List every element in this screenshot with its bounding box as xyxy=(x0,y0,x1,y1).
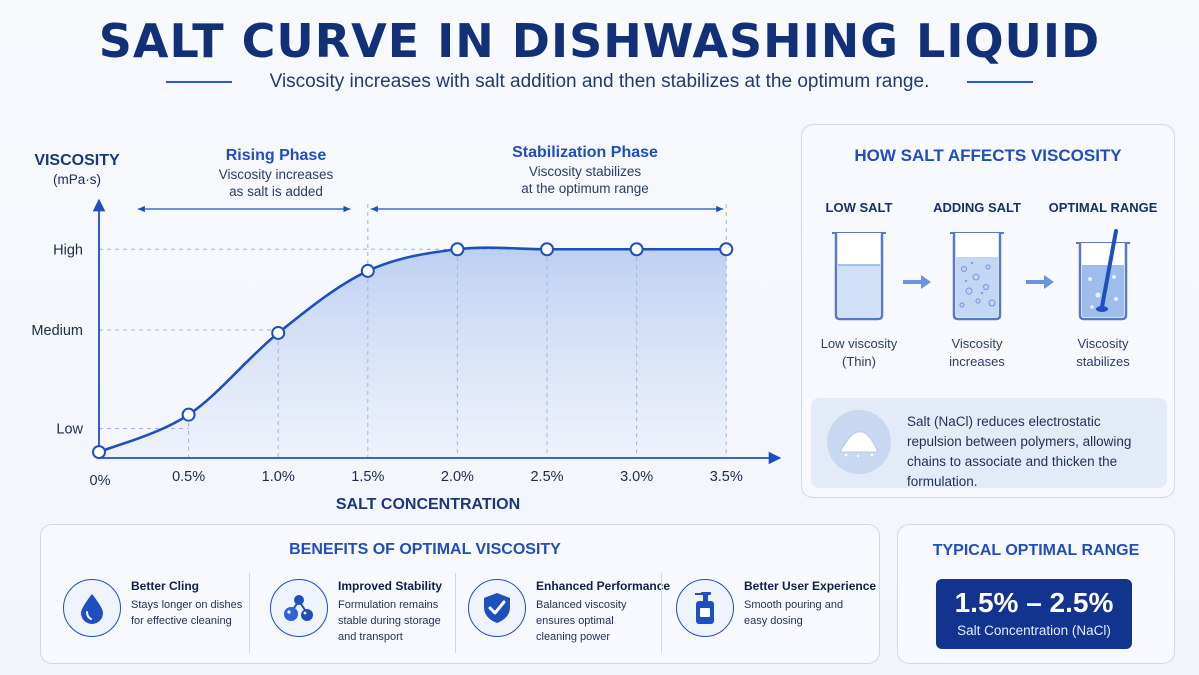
data-point xyxy=(92,445,106,460)
curve-line xyxy=(98,246,727,454)
salt-pile-icon xyxy=(827,410,891,474)
data-point xyxy=(271,325,286,340)
stage-low-salt: LOW SALT Low viscosity (Thin) xyxy=(804,200,914,371)
arrow-right-icon xyxy=(1026,275,1054,289)
stage-caption-line: (Thin) xyxy=(842,354,876,369)
beaker-thin-icon xyxy=(804,229,914,321)
optimal-range-title: TYPICAL OPTIMAL RANGE xyxy=(932,542,1140,559)
benefit-text: Smooth pouring and easy dosing xyxy=(744,599,844,627)
pump-bottle-icon xyxy=(676,579,734,637)
subtitle-row: Viscosity increases with salt addition a… xyxy=(0,68,1199,96)
stage-heading: LOW SALT xyxy=(825,200,893,215)
data-point xyxy=(719,242,734,257)
benefit-divider xyxy=(455,573,456,653)
droplet-icon xyxy=(63,579,121,637)
stage-heading: OPTIMAL RANGE xyxy=(1048,200,1158,215)
y-tick-label: Medium xyxy=(31,323,83,339)
stage-caption: Viscosity increases xyxy=(922,335,1032,371)
how-salt-title: HOW SALT AFFECTS VISCOSITY xyxy=(854,146,1122,165)
page-title: SALT CURVE IN DISHWASHING LIQUID xyxy=(98,14,1101,68)
benefit-heading: Better Cling xyxy=(131,579,200,593)
benefit-heading: Improved Stability xyxy=(338,579,443,593)
data-point xyxy=(629,242,644,257)
data-point xyxy=(360,263,375,278)
salt-explanation-text: Salt (NaCl) reduces electrostatic repuls… xyxy=(907,414,1132,489)
y-axis-title: VISCOSITY xyxy=(34,152,120,169)
y-axis-unit: (mPa·s) xyxy=(53,172,101,187)
curve-area-fill xyxy=(99,247,727,458)
shield-check-icon xyxy=(468,579,526,637)
benefit-heading: Enhanced Performance xyxy=(536,579,671,593)
stage-caption-line: Low viscosity xyxy=(820,336,898,351)
benefit-text: Balanced viscosity ensures optimal clean… xyxy=(536,599,627,643)
benefits-panel: BENEFITS OF OPTIMAL VISCOSITY Better Cli… xyxy=(40,524,880,664)
arrow-right-icon xyxy=(903,275,931,289)
phase-title: Rising Phase xyxy=(226,147,327,164)
benefit-text: Stays longer on dishes for effective cle… xyxy=(131,599,243,627)
stage-caption: Low viscosity (Thin) xyxy=(804,335,914,371)
optimal-range-caption: Salt Concentration (NaCl) xyxy=(957,623,1111,638)
subtitle-rule-right xyxy=(967,81,1034,83)
data-point xyxy=(450,242,465,257)
x-tick-label: 3.5% xyxy=(710,469,743,485)
x-tick-label: 0% xyxy=(90,473,111,489)
benefit-user-experience: Better User Experience Smooth pouring an… xyxy=(654,575,876,651)
optimal-range-card: 1.5% – 2.5% Salt Concentration (NaCl) xyxy=(936,579,1132,649)
x-tick-label: 1.5% xyxy=(351,469,384,485)
data-point xyxy=(540,242,555,257)
x-tick-label: 2.0% xyxy=(441,469,474,485)
phase-description: Viscosity increases xyxy=(219,167,334,182)
how-salt-panel: HOW SALT AFFECTS VISCOSITY LOW SALT Low … xyxy=(801,124,1175,498)
beaker-stirred-icon xyxy=(1048,229,1158,321)
beaker-bubbles-icon xyxy=(922,229,1032,321)
benefit-enhanced-performance: Enhanced Performance Balanced viscosity … xyxy=(446,575,670,651)
benefit-heading: Better User Experience xyxy=(744,579,877,593)
stage-optimal-range: OPTIMAL RANGE Viscosity stabilizes xyxy=(1048,200,1158,371)
phase-title: Stabilization Phase xyxy=(512,144,658,161)
salt-explanation-box: Salt (NaCl) reduces electrostatic repuls… xyxy=(811,398,1167,489)
page-subtitle: Viscosity increases with salt addition a… xyxy=(269,71,930,92)
x-tick-label: 3.0% xyxy=(620,469,653,485)
stage-heading: ADDING SALT xyxy=(933,200,1021,215)
benefit-better-cling: Better Cling Stays longer on dishes for … xyxy=(41,575,242,651)
data-point xyxy=(181,407,196,422)
x-tick-label: 0.5% xyxy=(172,469,205,485)
optimal-range-box: TYPICAL OPTIMAL RANGE 1.5% – 2.5% Salt C… xyxy=(897,524,1175,664)
phase-description: at the optimum range xyxy=(521,181,649,196)
x-tick-label: 1.0% xyxy=(262,469,295,485)
x-tick-label: 2.5% xyxy=(530,469,563,485)
phase-description: as salt is added xyxy=(229,184,323,199)
optimal-range-value: 1.5% – 2.5% xyxy=(954,587,1114,618)
x-axis-title: SALT CONCENTRATION xyxy=(336,496,520,513)
subtitle-rule-left xyxy=(165,81,232,83)
benefits-title: BENEFITS OF OPTIMAL VISCOSITY xyxy=(289,541,561,558)
y-tick-label: Low xyxy=(56,421,83,437)
stage-adding-salt: ADDING SALT Viscosity increases xyxy=(922,200,1032,371)
salt-curve-chart: 0% 0.5% 1.0% 1.5% 2.0% 2.5% 3.0% 3.5% Low Medium H… xyxy=(31,144,782,513)
phase-description: Viscosity stabilizes xyxy=(529,164,642,179)
stage-caption-line: Viscosity xyxy=(951,336,1003,351)
y-tick-label: High xyxy=(53,242,83,258)
stage-caption-line: increases xyxy=(949,354,1005,369)
stage-caption: Viscosity stabilizes xyxy=(1048,335,1158,371)
stage-caption-line: stabilizes xyxy=(1076,354,1130,369)
benefit-divider xyxy=(661,573,662,653)
molecules-icon xyxy=(270,579,328,637)
benefit-divider xyxy=(249,573,250,653)
stage-caption-line: Viscosity xyxy=(1077,336,1129,351)
benefit-text: Formulation remains stable during storag… xyxy=(338,599,441,643)
benefit-improved-stability: Improved Stability Formulation remains s… xyxy=(248,575,448,651)
